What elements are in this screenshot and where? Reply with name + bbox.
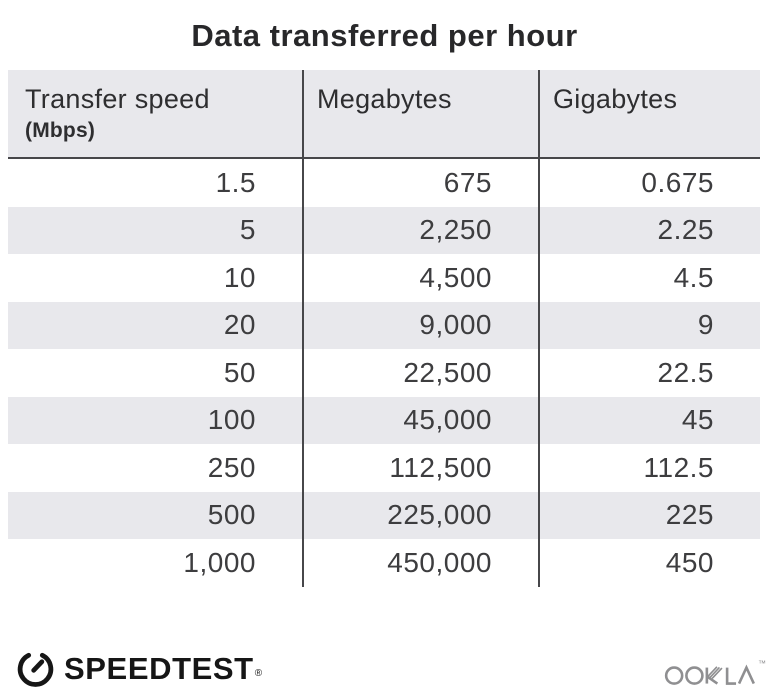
table-body: 1.5 675 0.675 5 2,250 2.25 10 4,500 4.5 20 9,000 9 5… [8,159,760,587]
footer: SPEEDTEST® OOKLA ™ [0,644,769,698]
table-row: 10 4,500 4.5 [8,254,760,302]
cell-gigabytes: 225 [538,491,760,539]
cell-gigabytes: 4.5 [538,254,760,302]
ookla-wordmark-icon [664,664,755,685]
table-row: 5 2,250 2.25 [8,206,760,254]
speedtest-wordmark-text: SPEEDTEST [64,651,254,686]
cell-transfer-speed: 1,000 [183,546,256,578]
cell-transfer-speed: 500 [207,499,256,531]
cell-megabytes: 450,000 [302,539,538,587]
header-megabytes: Megabytes [302,70,538,157]
page-title: Data transferred per hour [191,18,578,53]
cell-transfer-speed: 50 [223,356,256,388]
cell-gigabytes: 112.5 [538,444,760,492]
table-row: 1.5 675 0.675 [8,159,760,207]
cell-megabytes: 9,000 [302,301,538,349]
trademark-symbol: ™ [758,659,766,668]
cell-gigabytes: 45 [538,396,760,444]
cell-megabytes: 45,000 [302,396,538,444]
registered-trademark-symbol: ® [254,668,263,679]
header-transfer-speed: Transfer speed (Mbps) [8,70,302,157]
header-transfer-speed-label: Transfer speed [25,84,210,114]
table-row: 1,000 450,000 450 [8,539,760,587]
header-transfer-speed-unit: (Mbps) [25,119,96,142]
cell-gigabytes: 2.25 [538,206,760,254]
header-gigabytes-label: Gigabytes [553,84,678,114]
cell-transfer-speed: 5 [239,214,256,246]
cell-megabytes: 112,500 [302,444,538,492]
cell-gigabytes: 0.675 [538,159,760,207]
header-megabytes-label: Megabytes [317,84,452,114]
cell-transfer-speed: 20 [223,309,256,341]
cell-transfer-speed: 10 [223,261,256,293]
cell-megabytes: 22,500 [302,349,538,397]
cell-transfer-speed: 100 [207,404,256,436]
table-header-row: Transfer speed (Mbps) Megabytes Gigabyte… [8,70,760,159]
cell-gigabytes: 9 [538,301,760,349]
header-gigabytes: Gigabytes [538,70,760,157]
speedtest-wordmark: SPEEDTEST® [64,648,262,689]
cell-megabytes: 4,500 [302,254,538,302]
cell-megabytes: 675 [302,159,538,207]
table-row: 20 9,000 9 [8,301,760,349]
cell-megabytes: 225,000 [302,491,538,539]
cell-transfer-speed: 250 [207,451,256,483]
ookla-logo: OOKLA ™ [663,659,766,687]
cell-megabytes: 2,250 [302,206,538,254]
table-row: 50 22,500 22.5 [8,349,760,397]
speedtest-logo: SPEEDTEST® [15,648,262,689]
table-row: 250 112,500 112.5 [8,444,760,492]
cell-gigabytes: 450 [538,539,760,587]
table-row: 100 45,000 45 [8,396,760,444]
speedometer-gauge-icon [17,652,54,687]
cell-transfer-speed: 1.5 [215,166,256,198]
table-row: 500 225,000 225 [8,491,760,539]
data-table: Transfer speed (Mbps) Megabytes Gigabyte… [8,70,760,587]
cell-gigabytes: 22.5 [538,349,760,397]
